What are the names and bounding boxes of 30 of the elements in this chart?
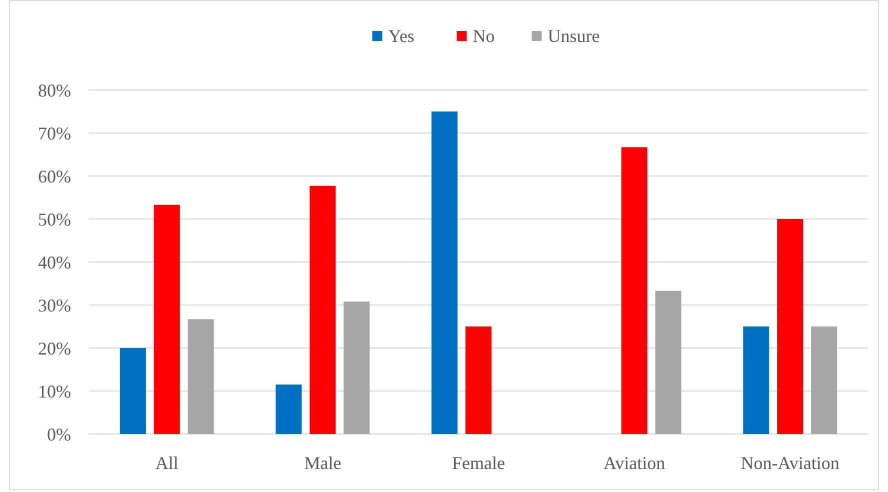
y-tick-label: 30% [38, 295, 71, 316]
bar [811, 326, 838, 434]
bar [432, 112, 458, 434]
y-tick-label: 50% [38, 209, 71, 230]
bar [655, 290, 682, 434]
y-tick-label: 40% [38, 252, 71, 272]
x-tick-label: Non-Aviation [740, 453, 840, 473]
y-tick-label: 10% [38, 381, 71, 402]
x-tick-label: Male [304, 453, 342, 473]
x-tick-label: All [155, 453, 178, 473]
y-tick-label: 60% [38, 166, 71, 186]
x-tick-label: Aviation [603, 453, 666, 473]
legend-label: Unsure [548, 26, 600, 46]
bar [276, 384, 302, 434]
bar [344, 302, 370, 434]
y-tick-label: 70% [38, 123, 71, 144]
bar [743, 326, 770, 434]
y-tick-label: 20% [38, 338, 71, 358]
y-tick-label: 0% [47, 424, 71, 444]
bar [621, 147, 648, 434]
legend-label: Yes [388, 26, 414, 46]
legend-label: No [472, 26, 495, 46]
x-tick-label: Female [452, 453, 505, 473]
bar [120, 348, 146, 434]
bar [777, 219, 804, 434]
bar [154, 204, 180, 434]
bar [310, 186, 336, 434]
y-tick-label: 80% [38, 80, 71, 100]
bar [188, 319, 214, 434]
bar [465, 326, 492, 434]
